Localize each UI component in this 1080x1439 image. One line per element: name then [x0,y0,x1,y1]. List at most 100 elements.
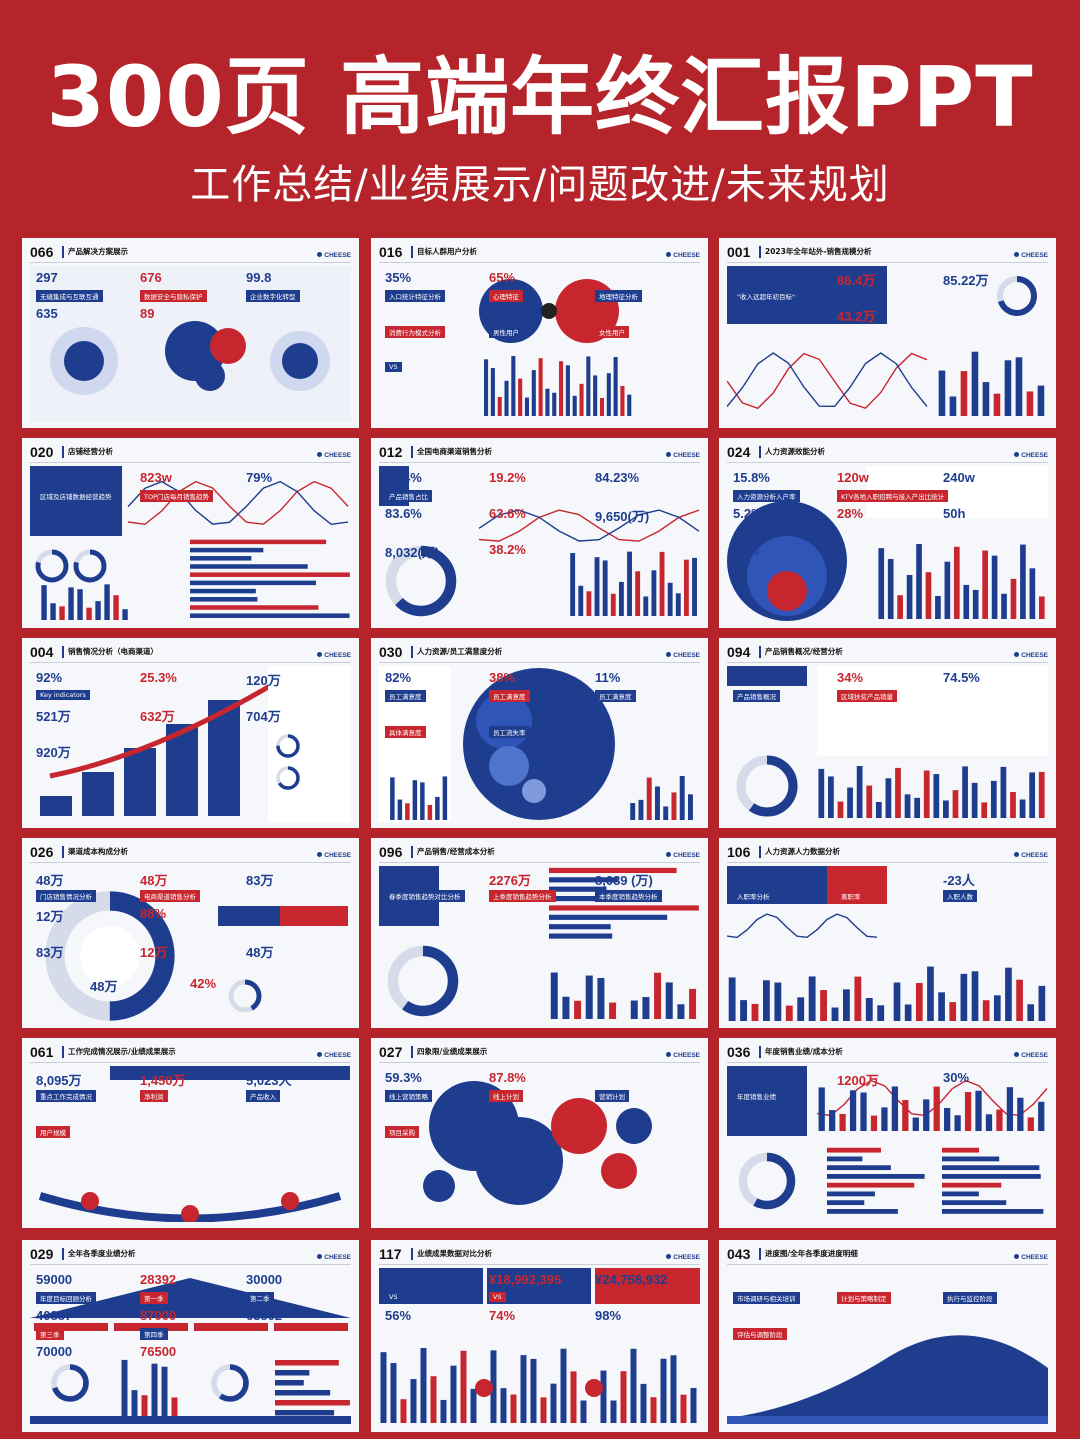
template-gallery: 066 产品解决方案展示 CHEESE 297 676 99.8 635 89 无缝集成与互联互… [22,238,1058,1432]
slide-preview: 15.8% 120w 240w 5.2% 28% 50h 96% 入力资源分析入户率 KTV各地… [727,466,1048,622]
c11-bar [1016,979,1023,1021]
template-card[interactable]: 027 四象限/业绩成果展示 CHEESE 59.3% 87.8% 线上营销策略 线上计划 营… [371,1038,708,1228]
c15-bar [171,1397,178,1418]
c15-hbar [275,1380,304,1386]
template-card[interactable]: 066 产品解决方案展示 CHEESE 297 676 99.8 635 89 无缝集成与互联互… [22,238,359,428]
stat-value: 70000 [36,1344,73,1359]
c4-bar [618,581,624,616]
slide-graphic [379,466,700,617]
template-card[interactable]: 096 产品销售/经营成本分析 CHEESE 3080万 2276万 8,089 (万) 1… [371,838,708,1028]
c8-bar [923,770,930,818]
template-card[interactable]: 024 人力资源效能分析 CHEESE 15.8% 120w 240w 5.2% 28% 50h… [719,438,1056,628]
template-card[interactable]: 117 业绩成果数据对比分析 CHEESE ¥12,293,281 ¥18,992,39… [371,1240,708,1432]
stat-value: 11% [595,670,621,685]
stat-value: 38% [489,670,516,685]
c11-bar [927,966,934,1021]
section-tag: 入口统计特征分析 [385,290,445,302]
c16-circle [475,1379,493,1397]
template-card[interactable]: 030 人力资源/员工满意度分析 CHEESE 82% 38% 11% 员工满意度 员工满意度… [371,638,708,828]
c7-circle [489,746,529,786]
card-title: 年度销售业绩/成本分析 [765,1047,843,1056]
template-card[interactable]: 020 店铺经营分析 CHEESE 35.3% 823w 79% 79% 区域及店铺数据经营趋… [22,438,359,628]
c7-bar [671,792,677,820]
c11-bar [1027,1004,1035,1021]
stat-value: 48万 [140,873,168,888]
template-card[interactable]: 026 渠道成本构成分析 CHEESE 48万 48万 83万 12万 88% 60% 83万 12… [22,838,359,1028]
c0-circle [210,328,246,364]
c12-circle [181,1205,199,1222]
stat-value: 59000 [36,1272,73,1287]
section-tag: 员工满意度 [595,690,636,702]
stat-value: 12万 [140,945,168,960]
c16-bar [620,1371,627,1423]
c10-bar [630,1000,638,1019]
brand-logo: CHEESE [317,1254,351,1261]
template-card[interactable]: 106 人力资源人力数据分析 CHEESE 2073人 +56人 -23人 入职率分析 离职率… [719,838,1056,1028]
section-tag: 用户规模 [36,1126,70,1138]
card-title: 产品销售/经营成本分析 [417,847,495,856]
template-card[interactable]: 094 产品销售概况/经营分析 CHEESE 68% 34% 74.5% 产品销售概况 区域扶… [719,638,1056,828]
stat-value: 2800万 [733,1073,775,1088]
template-card[interactable]: 061 工作完成情况展示/业绩成果展示 CHEESE 8,095万 1,450万 5,02… [22,1038,359,1228]
c1-bar [531,370,536,416]
template-card[interactable]: 004 销售情况分析（电商渠道） CHEESE 92% 25.3% 120万 521万 632… [22,638,359,828]
stat-value: 83万 [246,873,274,888]
brand-logo: CHEESE [666,1052,700,1059]
brand-logo: CHEESE [317,652,351,659]
slide-graphic [379,666,693,822]
card-title: 工作完成情况展示/业绩成果展示 [68,1047,176,1056]
c11-bar [763,980,770,1021]
template-card[interactable]: 012 全国电商渠道销售分析 CHEESE 87.4% 19.2% 84.23% 83.6%… [371,438,708,628]
c13-circle [475,1117,563,1205]
c5-circle [767,571,807,611]
c1-bar [599,397,605,416]
c7-bar [405,803,410,820]
c4-bar [683,559,689,616]
card-header: 016 目标人群用户分析 CHEESE [379,244,700,260]
c11-bar [993,995,1001,1021]
page-title: 300页 高端年终汇报PPT [46,48,1034,146]
c6-panel [268,666,351,822]
c15-bar [141,1395,148,1418]
stat-value: 88% [140,906,167,921]
stat-value: 3080万 [385,873,427,888]
c16-bar [490,1350,497,1423]
c10-bar [609,1002,617,1019]
c3-bar [95,601,101,620]
stat-value: ¥18,992,395 [489,1272,562,1287]
card-number: 043 [727,1246,751,1262]
c3b-arc [73,549,107,583]
c1-bar [497,396,502,416]
card-rule [30,262,351,263]
template-card[interactable]: 043 进度图/全年各季度进度明细 CHEESE 市场调研与相关培训 计划与策略制定 执行… [719,1240,1056,1432]
section-tag: 无缝集成与互联互通 [36,290,103,302]
c3-hbar [190,605,319,610]
stat-value: 9,650(万) [595,509,650,524]
section-tag: 产品销售概况 [733,690,780,702]
c9-arc [45,891,175,1021]
c2-line [727,352,928,408]
section-tag: 入职率分析 [733,890,774,902]
section-tag: 入力资源分析入户率 [733,490,800,502]
c16-bar [470,1388,477,1423]
brand-logo: CHEESE [1014,252,1048,259]
template-card[interactable]: 029 全年各季度业绩分析 CHEESE 59000 28392 30000 40887 87… [22,1240,359,1432]
c11-bar [982,1000,990,1021]
template-card[interactable]: 036 年度销售业绩/成本分析 CHEESE 2800万 1200万 30% 58% 年度销售… [719,1038,1056,1228]
c1-bar [579,383,584,416]
stat-value: -23人 [943,873,975,888]
brand-logo: CHEESE [1014,652,1048,659]
stat-value: 15.8% [733,470,770,485]
stat-value: 85.22万 [943,273,989,288]
slide-graphic [38,1066,350,1222]
card-number: 030 [379,644,403,660]
c14-bar [860,1092,867,1131]
section-tag: 评估与调整阶段 [733,1328,787,1340]
section-tag: 年度目标回顾分析 [36,1292,96,1304]
stat-value: 635 [36,306,58,321]
template-card[interactable]: 001 2023年全年站外-销售规模分析 CHEESE 542.3万 86.4万 85.2… [719,238,1056,428]
card-number: 026 [30,844,54,860]
c11-line [727,913,878,939]
template-card[interactable]: 016 目标人群用户分析 CHEESE 35% 65% 入口统计特征分析 心理特征 地理特征分… [371,238,708,428]
section-tag: TOP门店每月销售趋势 [140,490,214,502]
